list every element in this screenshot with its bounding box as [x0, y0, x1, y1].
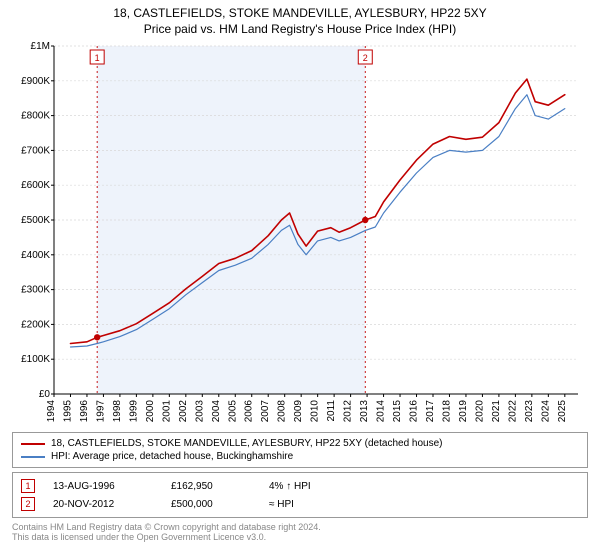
- trade-row: 2 20-NOV-2012 £500,000 ≈ HPI: [21, 495, 579, 513]
- legend-swatch: [21, 443, 45, 445]
- footer-line-2: This data is licensed under the Open Gov…: [12, 532, 588, 542]
- trades-box: 1 13-AUG-1996 £162,950 4% ↑ HPI 2 20-NOV-2012…: [12, 472, 588, 518]
- svg-text:2003: 2003: [194, 400, 205, 423]
- legend-row: HPI: Average price, detached house, Buck…: [21, 450, 579, 463]
- legend-row: 18, CASTLEFIELDS, STOKE MANDEVILLE, AYLE…: [21, 437, 579, 450]
- svg-text:£600K: £600K: [21, 180, 50, 191]
- svg-text:2021: 2021: [491, 400, 502, 423]
- footer: Contains HM Land Registry data © Crown c…: [12, 522, 588, 542]
- legend-label: HPI: Average price, detached house, Buck…: [51, 451, 293, 462]
- svg-text:2015: 2015: [392, 400, 403, 423]
- svg-text:£0: £0: [39, 389, 51, 400]
- svg-text:2017: 2017: [425, 400, 436, 423]
- svg-text:2009: 2009: [293, 400, 304, 423]
- svg-text:£700K: £700K: [21, 145, 50, 156]
- svg-text:1997: 1997: [95, 400, 106, 423]
- svg-text:2011: 2011: [326, 400, 337, 422]
- title-line-1: 18, CASTLEFIELDS, STOKE MANDEVILLE, AYLE…: [0, 6, 600, 20]
- svg-text:2023: 2023: [524, 400, 535, 423]
- svg-text:2014: 2014: [376, 400, 387, 423]
- svg-text:2022: 2022: [507, 400, 518, 423]
- svg-text:2010: 2010: [310, 400, 321, 423]
- svg-text:1994: 1994: [46, 400, 57, 423]
- title-line-2: Price paid vs. HM Land Registry's House …: [0, 22, 600, 36]
- svg-text:2019: 2019: [458, 400, 469, 423]
- svg-text:2024: 2024: [540, 400, 551, 423]
- svg-text:£900K: £900K: [21, 76, 50, 87]
- trade-marker: 2: [21, 497, 35, 511]
- svg-text:1998: 1998: [112, 400, 123, 423]
- line-chart-svg: £0 £100K £200K £300K £400K £500K £600K £700K £80…: [10, 38, 590, 428]
- chart-area: £0 £100K £200K £300K £400K £500K £600K £700K £80…: [10, 38, 590, 428]
- legend-box: 18, CASTLEFIELDS, STOKE MANDEVILLE, AYLE…: [12, 432, 588, 468]
- svg-text:1999: 1999: [128, 400, 139, 423]
- svg-text:2: 2: [363, 53, 368, 63]
- svg-text:1996: 1996: [79, 400, 90, 423]
- trade-marker: 1: [21, 479, 35, 493]
- legend-swatch: [21, 456, 45, 458]
- svg-text:2005: 2005: [227, 400, 238, 423]
- trade-row: 1 13-AUG-1996 £162,950 4% ↑ HPI: [21, 477, 579, 495]
- svg-text:£100K: £100K: [21, 354, 50, 365]
- svg-text:2013: 2013: [359, 400, 370, 423]
- svg-text:2006: 2006: [244, 400, 255, 423]
- svg-text:2000: 2000: [145, 400, 156, 423]
- footer-line-1: Contains HM Land Registry data © Crown c…: [12, 522, 588, 532]
- legend-label: 18, CASTLEFIELDS, STOKE MANDEVILLE, AYLE…: [51, 438, 443, 449]
- svg-text:2002: 2002: [178, 400, 189, 423]
- chart-container: 18, CASTLEFIELDS, STOKE MANDEVILLE, AYLE…: [0, 0, 600, 560]
- svg-text:2018: 2018: [441, 400, 452, 423]
- trade-hpi: ≈ HPI: [269, 499, 389, 510]
- svg-text:2016: 2016: [409, 400, 420, 423]
- svg-text:£1M: £1M: [31, 41, 50, 52]
- svg-text:1995: 1995: [62, 400, 73, 423]
- svg-text:1: 1: [95, 53, 100, 63]
- svg-text:£300K: £300K: [21, 285, 50, 296]
- trade-price: £500,000: [171, 499, 251, 510]
- svg-text:2007: 2007: [260, 400, 271, 423]
- svg-text:£800K: £800K: [21, 111, 50, 122]
- svg-text:2020: 2020: [474, 400, 485, 423]
- svg-text:£400K: £400K: [21, 250, 50, 261]
- svg-text:2025: 2025: [557, 400, 568, 423]
- trade-price: £162,950: [171, 481, 251, 492]
- trade-hpi: 4% ↑ HPI: [269, 481, 389, 492]
- title-block: 18, CASTLEFIELDS, STOKE MANDEVILLE, AYLE…: [0, 0, 600, 38]
- svg-text:2008: 2008: [277, 400, 288, 423]
- svg-text:2004: 2004: [211, 400, 222, 423]
- svg-text:2012: 2012: [343, 400, 354, 423]
- trade-date: 13-AUG-1996: [53, 481, 153, 492]
- svg-text:£200K: £200K: [21, 319, 50, 330]
- trade-date: 20-NOV-2012: [53, 499, 153, 510]
- svg-text:2001: 2001: [161, 400, 172, 423]
- svg-text:£500K: £500K: [21, 215, 50, 226]
